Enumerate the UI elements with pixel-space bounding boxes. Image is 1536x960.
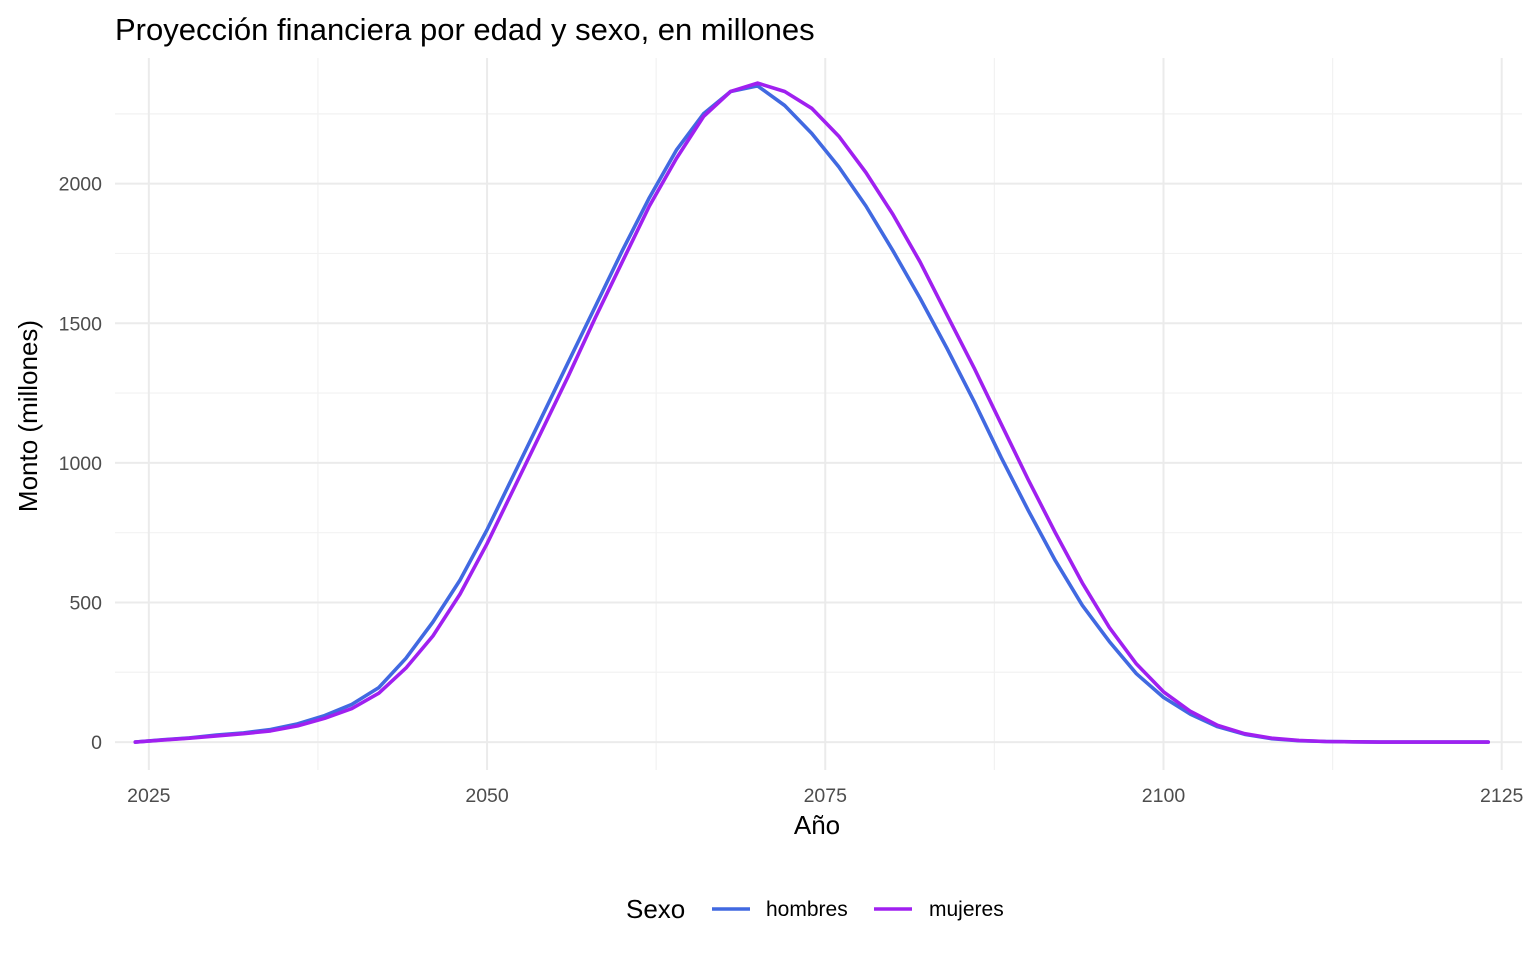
x-axis-title: Año: [794, 810, 840, 840]
series-layer: [133, 81, 1490, 744]
y-axis-ticks: 0 500 1000 1500 2000: [59, 174, 103, 754]
legend-label-hombres: hombres: [766, 898, 848, 921]
major-gridlines: [115, 58, 1522, 770]
x-tick-label: 2100: [1142, 785, 1186, 807]
y-tick-label: 1000: [59, 453, 103, 475]
y-axis-title: Monto (millones): [13, 320, 43, 512]
legend: Sexo hombres mujeres: [626, 894, 1004, 924]
x-tick-label: 2025: [127, 785, 171, 807]
legend-title: Sexo: [626, 894, 685, 924]
chart-title: Proyección financiera por edad y sexo, e…: [115, 12, 815, 47]
x-tick-label: 2075: [804, 785, 848, 807]
x-axis-ticks: 2025 2050 2075 2100 2125: [127, 785, 1523, 807]
y-tick-label: 500: [69, 592, 102, 614]
y-tick-label: 2000: [59, 174, 103, 196]
minor-gridlines: [115, 58, 1522, 770]
x-tick-label: 2125: [1480, 785, 1524, 807]
y-tick-label: 1500: [59, 313, 103, 335]
series-line-mujeres: [133, 81, 1490, 744]
y-tick-label: 0: [91, 732, 102, 754]
legend-label-mujeres: mujeres: [929, 898, 1004, 921]
x-tick-label: 2050: [465, 785, 509, 807]
